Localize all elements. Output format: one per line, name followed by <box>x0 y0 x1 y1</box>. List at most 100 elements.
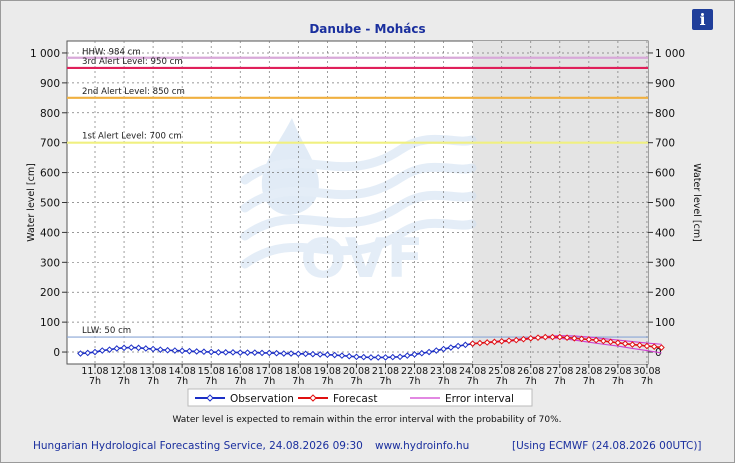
observation-point <box>149 345 157 353</box>
legend-marker <box>309 394 317 402</box>
wave-icon <box>240 218 477 269</box>
forecast-point <box>491 338 498 346</box>
y-tick-label-left: 200 <box>40 287 60 299</box>
observation-point <box>113 345 121 352</box>
observation-point <box>77 350 84 357</box>
y-tick-label-left: 800 <box>40 108 60 120</box>
y-tick-label-left: 900 <box>40 78 60 90</box>
reference-line-label: LLW: 50 cm <box>82 326 131 336</box>
x-tick-label-hour: 7h <box>263 376 275 387</box>
forecast-point <box>556 333 564 341</box>
forecast-point <box>541 333 549 341</box>
x-tick-label-date: 12.08 <box>110 366 137 377</box>
footer-model: [Using ECMWF (24.08.2026 00UTC)] <box>512 440 702 452</box>
wave-icon <box>240 162 477 213</box>
observation-point <box>193 348 200 355</box>
wave-icon <box>240 134 477 185</box>
observation-point <box>186 347 193 355</box>
forecast-point <box>643 342 651 350</box>
observation-point <box>360 353 368 361</box>
info-icon[interactable]: i <box>692 9 713 30</box>
observation-point <box>462 341 469 349</box>
y-tick-label-right: 600 <box>655 168 675 180</box>
legend-label: Observation <box>230 393 294 405</box>
legend-marker <box>206 394 214 402</box>
y-tick-label-left: 700 <box>40 138 60 150</box>
observation-point <box>98 347 106 354</box>
x-tick-label-hour: 7h <box>641 376 653 387</box>
observation-point <box>324 351 331 359</box>
x-tick-label-date: 14.08 <box>169 366 196 377</box>
forecast-point <box>650 343 658 350</box>
observation-point <box>164 346 171 354</box>
footer-service: Hungarian Hydrological Forecasting Servi… <box>33 440 363 452</box>
y-tick-label-right: 200 <box>655 287 675 299</box>
observation-point <box>302 350 309 358</box>
y-tick-label-left: 300 <box>40 257 60 269</box>
x-tick-label-date: 26.08 <box>517 366 544 377</box>
reference-line-label: 3rd Alert Level: 950 cm <box>82 57 183 67</box>
forecast-point <box>512 336 520 344</box>
observation-point <box>454 342 462 350</box>
observation-point <box>280 350 288 357</box>
observation-point <box>418 349 426 357</box>
observation-point <box>120 344 128 352</box>
observation-point <box>440 345 447 353</box>
x-tick-label-hour: 7h <box>147 376 159 387</box>
observation-point <box>84 349 92 357</box>
observation-point <box>142 345 150 352</box>
observation-point <box>309 350 317 358</box>
observation-point <box>178 347 186 355</box>
y-tick-label-right: 400 <box>655 227 675 239</box>
x-tick-label-date: 30.08 <box>633 366 660 377</box>
footer-link[interactable]: www.hydroinfo.hu <box>375 440 470 452</box>
forecast-point <box>578 335 585 343</box>
x-tick-label-date: 23.08 <box>430 366 457 377</box>
y-tick-label-right: 500 <box>655 198 675 210</box>
x-tick-label-hour: 7h <box>612 376 624 387</box>
observation-point <box>295 350 302 358</box>
y-tick-label-right: 700 <box>655 138 675 150</box>
watermark-text: OVF <box>300 227 423 290</box>
x-tick-label-hour: 7h <box>321 376 333 387</box>
y-tick-label-right: 300 <box>655 257 675 269</box>
x-tick-label-hour: 7h <box>176 376 188 387</box>
observation-point <box>265 349 273 357</box>
observation-point <box>382 354 389 361</box>
observation-point <box>447 344 455 351</box>
y-tick-label-right: 900 <box>655 78 675 90</box>
x-tick-label-hour: 7h <box>554 376 566 387</box>
y-axis-label-right: Water level [cm] <box>691 163 702 242</box>
observation-point <box>367 354 375 361</box>
observation-point <box>128 344 135 351</box>
observation-point <box>433 347 440 354</box>
x-tick-label-hour: 7h <box>234 376 246 387</box>
observation-point <box>411 351 418 358</box>
observation-point <box>106 346 113 353</box>
observation-point <box>403 352 411 359</box>
x-tick-label-date: 28.08 <box>575 366 602 377</box>
observation-point <box>251 349 259 356</box>
forecast-point <box>592 336 600 344</box>
chart-title: Danube - Mohács <box>309 22 426 36</box>
x-tick-label-date: 17.08 <box>256 366 283 377</box>
observation-point <box>331 351 338 359</box>
forecast-point <box>549 333 556 341</box>
x-tick-label-date: 27.08 <box>546 366 573 377</box>
x-tick-label-hour: 7h <box>292 376 304 387</box>
y-tick-label-left: 500 <box>40 198 60 210</box>
forecast-point <box>636 341 643 349</box>
x-tick-label-hour: 7h <box>583 376 595 387</box>
reference-line-label: 1st Alert Level: 700 cm <box>82 132 182 142</box>
forecast-point <box>520 335 527 343</box>
forecast-point <box>607 338 614 346</box>
wave-icon <box>240 190 477 241</box>
y-axis-label-left: Water level [cm] <box>26 163 37 242</box>
x-tick-label-hour: 7h <box>409 376 421 387</box>
y-tick-label-right: 1 000 <box>655 48 685 60</box>
legend-box <box>187 388 533 407</box>
x-tick-label-date: 11.08 <box>81 366 108 377</box>
x-tick-label-date: 15.08 <box>198 366 225 377</box>
x-tick-label-date: 22.08 <box>401 366 428 377</box>
observation-point <box>236 349 244 356</box>
